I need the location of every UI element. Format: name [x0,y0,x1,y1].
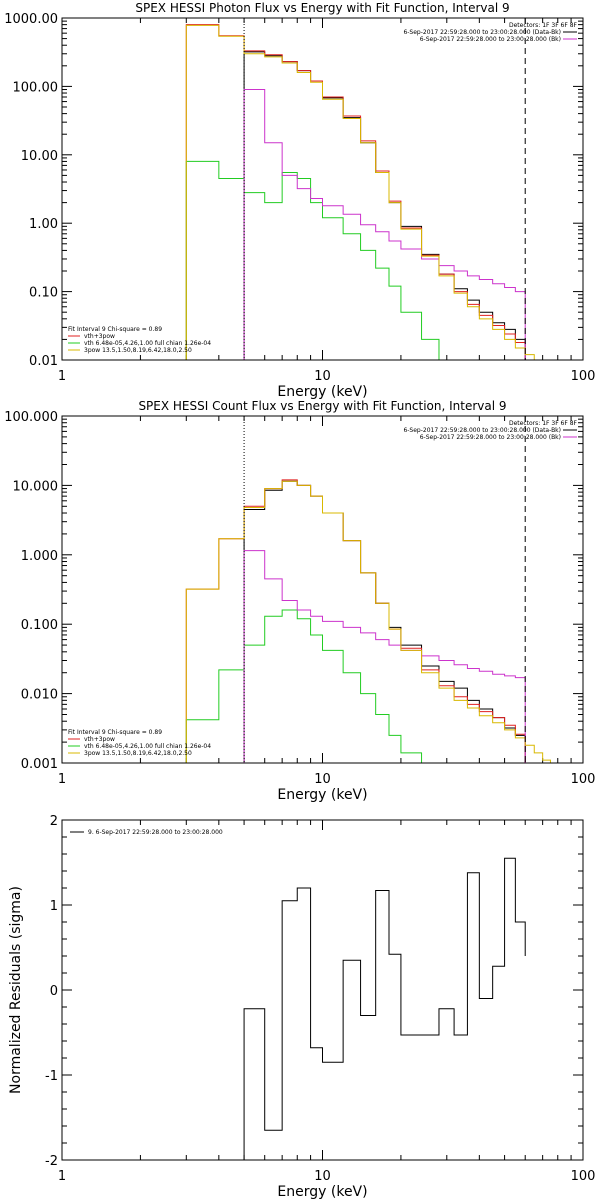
legend-entry: 6-Sep-2017 22:59:28.000 to 23:00:28.000 … [420,434,561,441]
chart-title: SPEX HESSI Count Flux vs Energy with Fit… [138,399,506,413]
y-tick-label: 1000.00 [4,12,58,27]
series-line-1 [243,857,526,1160]
y-tick-label: 0.001 [21,757,58,772]
fit-legend-entry: vth+3pow [84,736,115,743]
x-tick-label: 100 [571,369,596,384]
y-tick-label: 100.000 [4,410,58,425]
y-tick-label: 2 [50,814,58,829]
chart-panel-2: SPEX HESSI Count Flux vs Energy with Fit… [4,399,595,803]
series-line-1 [243,480,526,763]
series-line-2 [185,479,526,763]
x-axis-label: Energy (keV) [277,1184,367,1200]
series-line-5 [185,24,543,360]
y-tick-label: 1.000 [21,549,58,564]
x-axis-label: Energy (keV) [277,384,367,400]
fit-legend-entry: 3pow 13.5,1.50,8.19,6.42,18.0,2.50 [84,347,192,354]
chart-panel-3: Energy (keV) Normalized Residuals (sigma)… [8,814,595,1200]
x-tick-label: 10 [314,772,331,787]
x-tick-label: 1 [58,1169,66,1184]
legend-entry: 6-Sep-2017 22:59:28.000 to 23:00:28.000 … [420,36,561,43]
fit-legend-entry: vth 6.48e-05,4.26,1.00 full chian 1.26e-… [84,743,211,750]
y-tick-label: 0.01 [29,354,58,369]
y-axis-label: Normalized Residuals (sigma) [8,886,24,1094]
y-tick-label: -1 [45,1069,58,1084]
legend-header: Detectors: 1F 3F 6F 8F [509,22,578,29]
x-tick-label: 10 [314,1169,331,1184]
series-line-4 [243,89,526,360]
y-tick-label: 0 [50,984,58,999]
chart-title: SPEX HESSI Photon Flux vs Energy with Fi… [135,1,509,15]
plot-frame [61,415,584,764]
fit-legend-entry: 3pow 13.5,1.50,8.19,6.42,18.0,2.50 [84,750,192,757]
x-tick-label: 1 [58,772,66,787]
y-tick-label: 10.00 [21,149,58,164]
legend-entry: 6-Sep-2017 22:59:28.000 to 23:00:28.000 … [403,29,561,36]
fit-legend-header: Fit Interval 9 Chi-square = 0.89 [68,326,162,333]
plot-frame [61,819,584,1161]
fit-legend-header: Fit Interval 9 Chi-square = 0.89 [68,729,162,736]
fit-legend-entry: vth 6.48e-05,4.26,1.00 full chian 1.26e-… [84,340,211,347]
y-tick-label: -2 [45,1154,58,1169]
series-group [185,24,543,360]
legend-header: Detectors: 1F 3F 6F 8F [509,420,578,427]
y-tick-label: 100.00 [13,80,59,95]
x-axis-label: Energy (keV) [277,787,367,803]
series-line-2 [185,24,526,360]
chart-panel-1: SPEX HESSI Photon Flux vs Energy with Fi… [4,1,595,400]
legend-entry: 6-Sep-2017 22:59:28.000 to 23:00:28.000 … [403,427,561,434]
plot-frame [61,17,584,361]
series-group [243,857,526,1160]
series-line-5 [185,480,558,763]
x-tick-label: 100 [571,772,596,787]
x-tick-label: 1 [58,369,66,384]
series-group [185,479,558,763]
legend-entry: 9. 6-Sep-2017 22:59:28.000 to 23:00:28.0… [88,829,223,836]
y-tick-label: 1 [50,899,58,914]
y-tick-label: 0.10 [29,286,58,301]
y-tick-label: 0.010 [21,688,58,703]
x-tick-label: 100 [571,1169,596,1184]
series-line-4 [243,550,526,763]
x-tick-label: 10 [314,369,331,384]
y-tick-label: 0.100 [21,618,58,633]
y-tick-label: 10.000 [13,479,59,494]
series-line-1 [243,51,526,360]
fit-legend-entry: vth+3pow [84,333,115,340]
series-line-3 [185,160,440,360]
y-tick-label: 1.00 [29,217,58,232]
